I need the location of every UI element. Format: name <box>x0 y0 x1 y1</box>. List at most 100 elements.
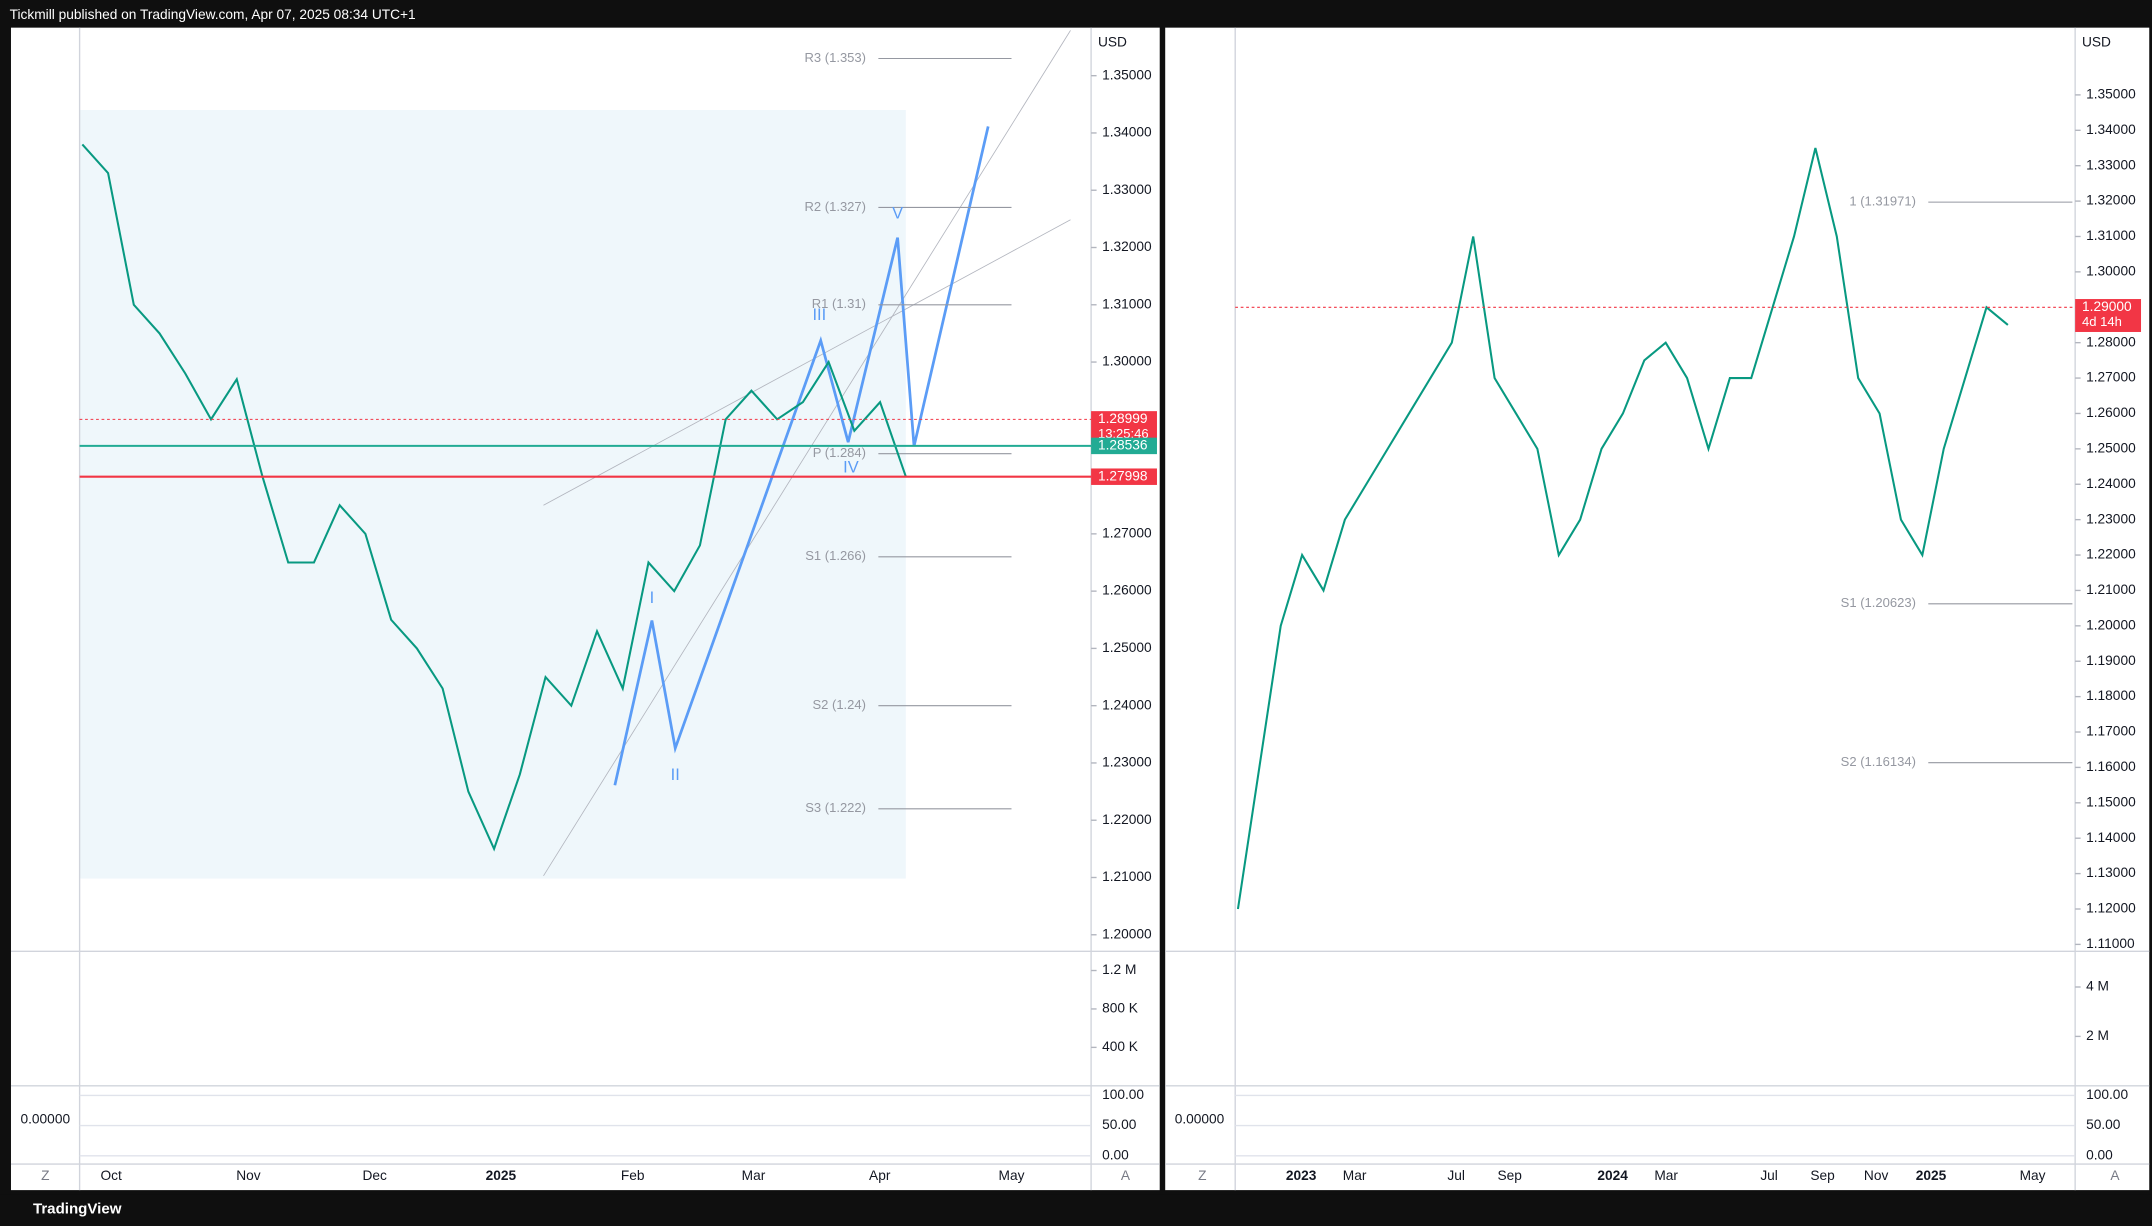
price-tick-label: 1.33000 <box>1102 182 1152 197</box>
date-label: Dec <box>362 1168 387 1183</box>
price-tick-label: 1.22000 <box>1102 812 1152 827</box>
currency-label: USD <box>1098 34 1127 49</box>
price-path <box>81 143 907 852</box>
wave-path <box>613 126 990 786</box>
footer-brand: TradingView <box>33 1200 122 1217</box>
pivot-label: R1 (1.31) <box>812 296 866 311</box>
wave-label: I <box>650 589 655 607</box>
price-tick-label: 1.31000 <box>1102 296 1152 311</box>
price-path <box>1236 147 2009 910</box>
date-label: Sep <box>1810 1168 1835 1183</box>
price-tick-label: 1.30000 <box>2086 264 2136 279</box>
price-tag <box>1091 437 1157 455</box>
price-tick-label: 1.35000 <box>1102 67 1152 82</box>
price-tick-label: 1.24000 <box>1102 697 1152 712</box>
trend-line <box>543 219 1071 506</box>
pivot-label: P (1.284) <box>813 445 866 460</box>
osc-tick-label: 50.00 <box>1102 1117 1137 1132</box>
date-label: 2025 <box>1916 1168 1947 1183</box>
price-tick-label: 1.16000 <box>2086 759 2136 774</box>
right-panel <box>1165 27 2150 1191</box>
date-label: 2024 <box>1597 1168 1628 1183</box>
pivot-label: 1 (1.31971) <box>1849 194 1916 209</box>
wave-label: IV <box>843 459 859 477</box>
price-tick-label: 1.25000 <box>1102 640 1152 655</box>
price-tick-label: 1.25000 <box>2086 440 2136 455</box>
price-tick-label: 1.27000 <box>1102 525 1152 540</box>
wave-label: II <box>671 766 680 784</box>
price-tick-label: 1.13000 <box>2086 865 2136 880</box>
date-label: May <box>999 1168 1025 1183</box>
pivot-label: R2 (1.327) <box>805 199 867 214</box>
price-tick-label: 1.30000 <box>1102 354 1152 369</box>
pivot-label: S1 (1.266) <box>805 548 866 563</box>
price-tick-label: 1.35000 <box>2086 87 2136 102</box>
price-tag-label: 1.28999 <box>1098 411 1148 426</box>
pivot-label: S1 (1.20623) <box>1841 595 1916 610</box>
price-tick-label: 1.34000 <box>1102 125 1152 140</box>
countdown: 4d 14h <box>2082 314 2122 329</box>
countdown: 13:25:46 <box>1098 426 1149 441</box>
auto-button[interactable]: A <box>2110 1168 2120 1183</box>
date-label: Nov <box>236 1168 261 1183</box>
pivot-label: R3 (1.353) <box>805 50 867 65</box>
price-tick-label: 1.11000 <box>2086 936 2135 951</box>
profile-box <box>79 109 906 879</box>
price-tick-label: 1.32000 <box>2086 193 2136 208</box>
volume-tick-label: 2 M <box>2086 1028 2109 1043</box>
date-label: Mar <box>1654 1168 1678 1183</box>
date-label: Jul <box>1760 1168 1778 1183</box>
osc-value: 0.00000 <box>20 1112 70 1127</box>
date-label: Mar <box>742 1168 766 1183</box>
price-tick-label: 1.32000 <box>1102 239 1152 254</box>
header-text: Tickmill published on TradingView.com, A… <box>10 7 416 22</box>
pane-borders <box>10 27 2150 1191</box>
price-tick-label: 1.26000 <box>2086 405 2136 420</box>
volume-tick-label: 800 K <box>1102 1001 1138 1016</box>
date-label: May <box>2020 1168 2046 1183</box>
wave-label: III <box>812 306 826 324</box>
osc-tick-label: 100.00 <box>2086 1087 2128 1102</box>
wave-label: V <box>892 205 903 223</box>
date-label: Nov <box>1864 1168 1889 1183</box>
price-tick-label: 1.22000 <box>2086 547 2136 562</box>
pivot-label: S2 (1.24) <box>812 697 866 712</box>
zoom-button[interactable]: Z <box>1198 1168 1206 1183</box>
date-label: 2025 <box>486 1168 517 1183</box>
price-tick-label: 1.14000 <box>2086 830 2136 845</box>
osc-tick-label: 0.00 <box>2086 1147 2113 1162</box>
price-tick-label: 1.19000 <box>2086 653 2136 668</box>
price-tick-label: 1.18000 <box>2086 688 2136 703</box>
date-label: 2023 <box>1286 1168 1317 1183</box>
price-tick-label: 1.17000 <box>2086 724 2136 739</box>
volume-tick-label: 4 M <box>2086 979 2109 994</box>
osc-value: 0.00000 <box>1175 1112 1225 1127</box>
price-tick-label: 1.26000 <box>1102 583 1152 598</box>
date-label: Feb <box>621 1168 645 1183</box>
price-tick-label: 1.21000 <box>2086 582 2136 597</box>
auto-button[interactable]: A <box>1121 1168 1131 1183</box>
price-tick-label: 1.15000 <box>2086 794 2136 809</box>
price-tag-label: 1.27998 <box>1098 468 1148 483</box>
price-tick-label: 1.20000 <box>2086 617 2136 632</box>
price-tag <box>2075 299 2142 332</box>
volume-tick-label: 400 K <box>1102 1039 1138 1054</box>
price-tag <box>1091 468 1157 485</box>
date-label: Mar <box>1343 1168 1367 1183</box>
zoom-button[interactable]: Z <box>41 1168 49 1183</box>
price-tick-label: 1.23000 <box>1102 755 1152 770</box>
pivot-label: S3 (1.222) <box>805 800 866 815</box>
price-tag-label: 1.28536 <box>1098 438 1148 453</box>
price-tick-label: 1.24000 <box>2086 476 2136 491</box>
currency-label: USD <box>2082 34 2111 49</box>
footer-bar <box>0 1194 2152 1226</box>
price-tick-label: 1.27000 <box>2086 370 2136 385</box>
date-label: Oct <box>100 1168 122 1183</box>
price-tick-label: 1.20000 <box>1102 926 1152 941</box>
price-tick-label: 1.28000 <box>2086 334 2136 349</box>
price-tick-label: 1.31000 <box>2086 228 2136 243</box>
date-label: Sep <box>1497 1168 1522 1183</box>
osc-tick-label: 50.00 <box>2086 1117 2121 1132</box>
trend-line <box>543 30 1071 877</box>
